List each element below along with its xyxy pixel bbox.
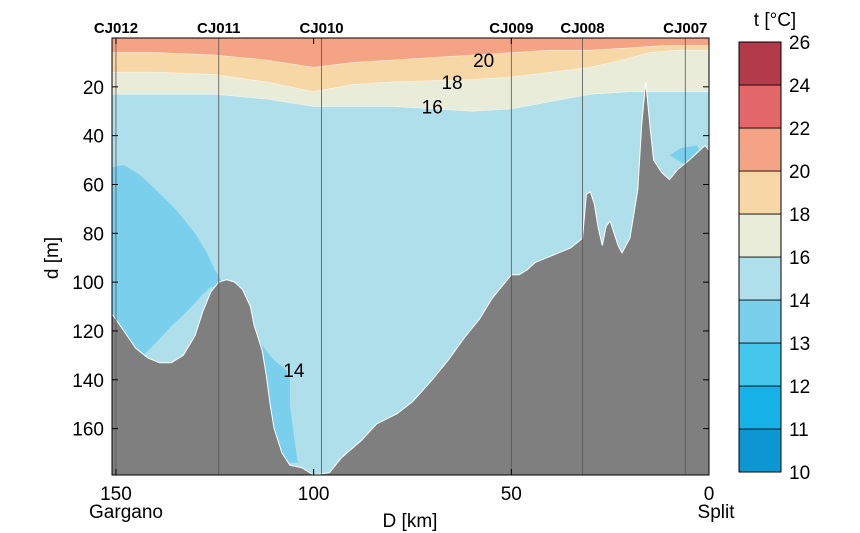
x-left-end-label: Gargano xyxy=(89,502,163,523)
x-tick-label-50: 50 xyxy=(501,484,522,505)
station-label-cj009: CJ009 xyxy=(489,20,533,37)
station-label-cj011: CJ011 xyxy=(197,20,240,37)
colorbar-segment-22-24 xyxy=(738,84,782,129)
colorbar-label-16: 16 xyxy=(789,248,810,269)
contour-label-16: 16 xyxy=(422,97,443,118)
colorbar-label-24: 24 xyxy=(789,76,811,97)
x-axis-label: D [km] xyxy=(383,511,438,532)
colorbar-segment-12-13 xyxy=(738,342,782,387)
isotherm-18 xyxy=(112,49,709,93)
colorbar-segment-18-20 xyxy=(738,170,782,215)
colorbar-segment-11-12 xyxy=(738,385,782,430)
colorbar: 10 11 12 13 14 16 18 20 22 24 26 xyxy=(738,33,811,484)
colorbar-label-12: 12 xyxy=(789,377,810,398)
station-labels: CJ012 CJ011 CJ010 CJ009 CJ008 CJ007 xyxy=(94,20,708,37)
colorbar-label-11: 11 xyxy=(789,420,809,441)
colorbar-segment-20-22 xyxy=(738,127,782,172)
station-label-cj012: CJ012 xyxy=(94,20,138,37)
y-tick-label-20: 20 xyxy=(83,78,104,99)
y-tick-label-100: 100 xyxy=(72,273,104,294)
station-lines xyxy=(115,38,686,475)
colorbar-label-14: 14 xyxy=(789,291,811,312)
y-tick-label-140: 140 xyxy=(72,371,104,392)
y-tick-label-120: 120 xyxy=(72,322,104,343)
colorbar-frame xyxy=(738,41,782,473)
colorbar-segment-14-16 xyxy=(738,256,782,301)
contour-label-14: 14 xyxy=(283,361,305,382)
y-tick-label-160: 160 xyxy=(72,420,104,441)
contour-label-20: 20 xyxy=(473,51,494,72)
plot-area xyxy=(112,38,709,475)
axes: 150 100 50 0 20 40 60 80 100 120 140 160 xyxy=(72,38,714,505)
isotherm-16 xyxy=(112,91,709,112)
y-tick-label-80: 80 xyxy=(83,224,104,245)
x-right-end-label: Split xyxy=(698,502,736,523)
water-band-above-20 xyxy=(112,38,709,68)
plot-frame xyxy=(111,37,710,476)
colorbar-segment-10-11 xyxy=(738,428,782,473)
station-label-cj008: CJ008 xyxy=(560,20,604,37)
colorbar-label-22: 22 xyxy=(789,119,810,140)
station-label-cj010: CJ010 xyxy=(299,20,343,37)
x-tick-label-0: 0 xyxy=(704,484,715,505)
contour-label-18: 18 xyxy=(441,73,462,94)
colorbar-label-26: 26 xyxy=(789,33,810,54)
y-tick-label-60: 60 xyxy=(83,175,104,196)
contour-labels: 20 18 16 14 xyxy=(283,51,494,382)
colorbar-label-13: 13 xyxy=(789,334,810,355)
x-tick-label-100: 100 xyxy=(298,484,330,505)
station-label-cj007: CJ007 xyxy=(663,20,707,37)
isotherm-20 xyxy=(112,44,709,68)
colorbar-label-10: 10 xyxy=(789,463,810,484)
colorbar-label-20: 20 xyxy=(789,162,810,183)
colorbar-segment-16-18 xyxy=(738,213,782,258)
y-tick-label-40: 40 xyxy=(83,127,104,148)
x-tick-label-150: 150 xyxy=(100,484,132,505)
y-axis-label: d [m] xyxy=(42,237,63,279)
cold-region-1 xyxy=(112,164,223,363)
colorbar-segment-24-26 xyxy=(738,41,782,86)
colorbar-title: t [°C] xyxy=(754,10,796,31)
colorbar-segment-13-14 xyxy=(738,299,782,344)
seabed xyxy=(112,81,709,475)
colorbar-label-18: 18 xyxy=(789,205,810,226)
